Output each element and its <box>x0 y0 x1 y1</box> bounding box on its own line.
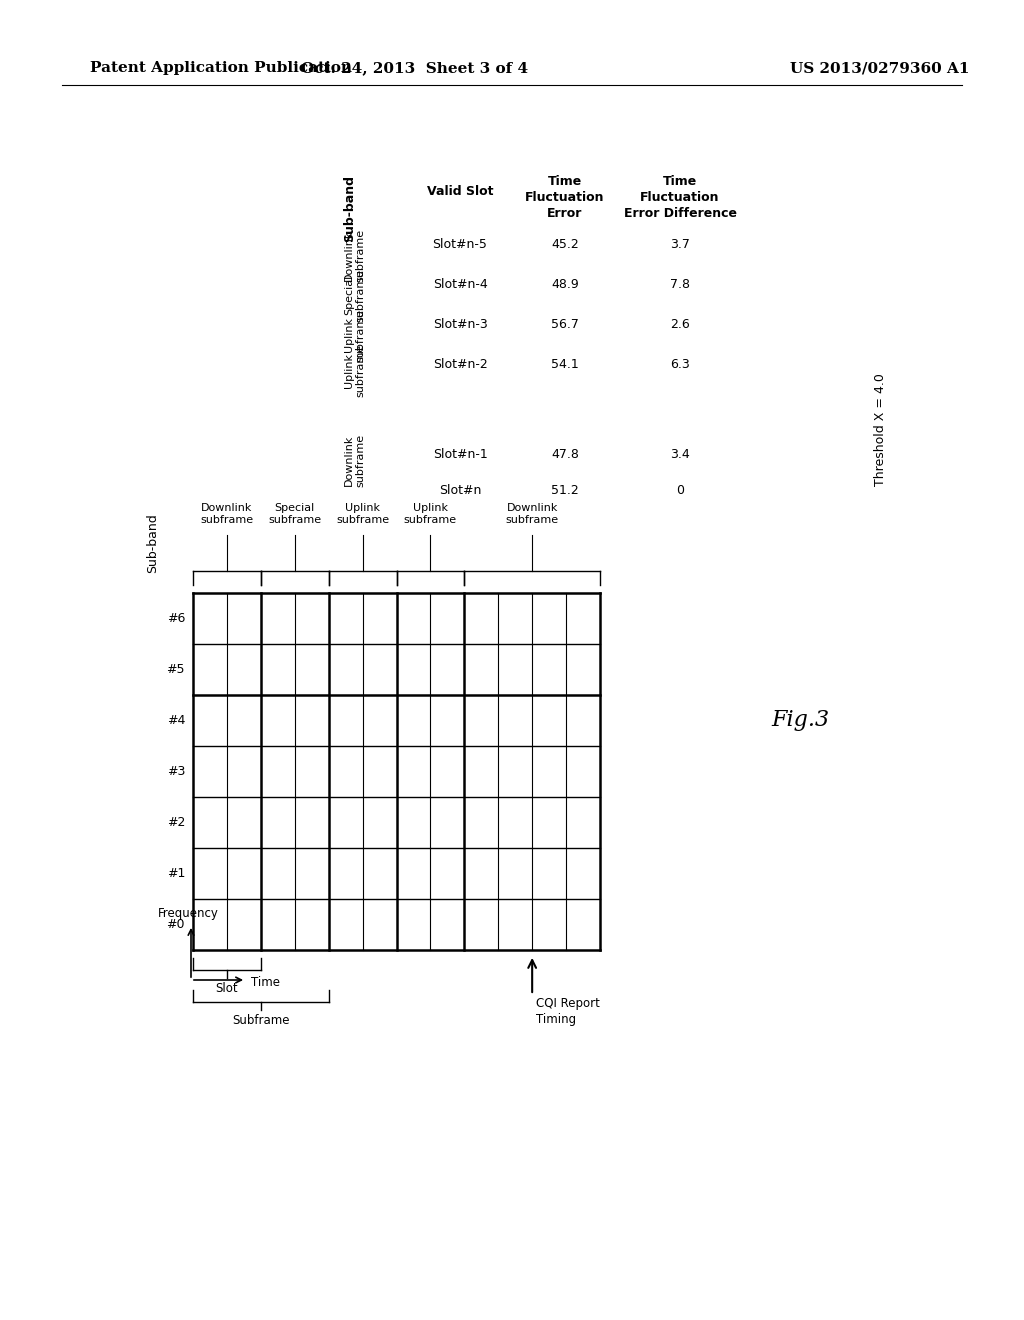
Text: Special
subframe: Special subframe <box>268 503 322 525</box>
Text: Frequency: Frequency <box>158 907 218 920</box>
Text: Time
Fluctuation
Error: Time Fluctuation Error <box>525 176 605 220</box>
Text: Slot#n-4: Slot#n-4 <box>432 279 487 292</box>
Text: Downlink
subframe: Downlink subframe <box>201 503 254 525</box>
Text: Sub-band: Sub-band <box>343 176 356 242</box>
Text: 48.9: 48.9 <box>551 279 579 292</box>
Text: 3.7: 3.7 <box>670 239 690 252</box>
Text: #2: #2 <box>167 816 185 829</box>
Text: Slot#n-5: Slot#n-5 <box>432 239 487 252</box>
Text: #3: #3 <box>167 766 185 777</box>
Text: #5: #5 <box>167 663 185 676</box>
Text: Slot: Slot <box>216 982 239 995</box>
Text: Uplink
subframe: Uplink subframe <box>344 343 366 396</box>
Text: #4: #4 <box>167 714 185 727</box>
Text: 47.8: 47.8 <box>551 449 579 462</box>
Text: Time: Time <box>251 975 280 989</box>
Text: Valid Slot: Valid Slot <box>427 185 494 198</box>
Text: 0: 0 <box>676 483 684 496</box>
Text: Sub-band: Sub-band <box>146 513 160 573</box>
Text: 3.4: 3.4 <box>670 449 690 462</box>
Text: 51.2: 51.2 <box>551 483 579 496</box>
Text: Downlink
subframe: Downlink subframe <box>344 433 366 487</box>
Text: Slot#n-2: Slot#n-2 <box>432 359 487 371</box>
Text: 7.8: 7.8 <box>670 279 690 292</box>
Text: Subframe: Subframe <box>232 1014 290 1027</box>
Text: Slot#n-3: Slot#n-3 <box>432 318 487 331</box>
Text: Slot#n-1: Slot#n-1 <box>432 449 487 462</box>
Text: Oct. 24, 2013  Sheet 3 of 4: Oct. 24, 2013 Sheet 3 of 4 <box>301 61 528 75</box>
Text: #1: #1 <box>167 867 185 880</box>
Text: Uplink
subframe: Uplink subframe <box>403 503 457 525</box>
Text: Downlink
subframe: Downlink subframe <box>344 228 366 281</box>
Text: #6: #6 <box>167 612 185 624</box>
Text: Downlink
subframe: Downlink subframe <box>506 503 559 525</box>
Text: Time
Fluctuation
Error Difference: Time Fluctuation Error Difference <box>624 176 736 220</box>
Text: 56.7: 56.7 <box>551 318 579 331</box>
Text: Fig.3: Fig.3 <box>771 709 829 731</box>
Text: Uplink
subframe: Uplink subframe <box>344 309 366 362</box>
Text: CQI Report
Timing: CQI Report Timing <box>537 997 600 1026</box>
Text: 54.1: 54.1 <box>551 359 579 371</box>
Text: US 2013/0279360 A1: US 2013/0279360 A1 <box>790 61 970 75</box>
Text: 45.2: 45.2 <box>551 239 579 252</box>
Text: Special
subframe: Special subframe <box>344 268 366 322</box>
Text: Slot#n: Slot#n <box>439 483 481 496</box>
Text: 2.6: 2.6 <box>670 318 690 331</box>
Text: Threshold X = 4.0: Threshold X = 4.0 <box>873 374 887 487</box>
Text: Uplink
subframe: Uplink subframe <box>336 503 389 525</box>
Text: 6.3: 6.3 <box>670 359 690 371</box>
Text: Patent Application Publication: Patent Application Publication <box>90 61 352 75</box>
Text: #0: #0 <box>167 917 185 931</box>
